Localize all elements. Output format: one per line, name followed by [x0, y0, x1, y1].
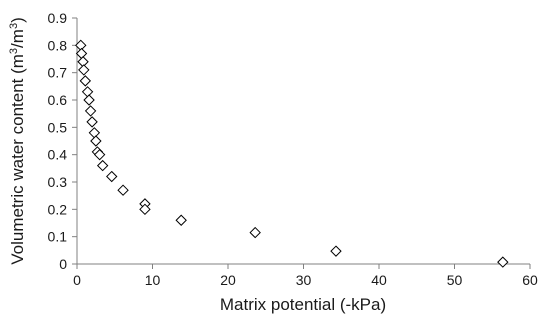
- y-tick-label: 0.5: [48, 119, 68, 135]
- data-point-diamond: [84, 105, 97, 117]
- y-tick-label: 0.7: [48, 65, 68, 81]
- x-axis-title: Matrix potential (-kPa): [220, 295, 386, 314]
- y-tick-label: 0.2: [48, 201, 68, 217]
- y-ticks: 0 0.1 0.2 0.3 0.4 0.5 0.6 0.7 0.8 0.9: [48, 10, 77, 272]
- x-ticks: 0 10 20 30 40 50 60: [73, 264, 538, 288]
- x-tick-label: 60: [522, 272, 538, 288]
- y-axis-title-main: Volumetric water content (m: [8, 54, 27, 265]
- data-point-diamond: [83, 94, 95, 106]
- data-point-diamond: [106, 170, 118, 183]
- data-point-diamond: [86, 116, 98, 128]
- data-point-diamond: [90, 135, 102, 147]
- data-point-diamond: [88, 127, 101, 139]
- data-point-diamond: [139, 203, 151, 216]
- data-point-diamond: [249, 226, 261, 239]
- y-tick-label: 0.6: [48, 92, 68, 108]
- y-axis-title-sup-2: 3: [8, 23, 20, 29]
- data-point-diamond: [96, 159, 109, 172]
- x-tick-label: 10: [145, 272, 161, 288]
- x-tick-label: 0: [73, 272, 81, 288]
- data-point-diamond: [75, 47, 88, 60]
- y-tick-label: 0.3: [48, 174, 68, 190]
- x-tick-label: 40: [371, 272, 387, 288]
- data-point-diamond: [81, 86, 94, 98]
- data-point-diamond: [79, 75, 92, 87]
- y-tick-label: 0.9: [48, 10, 68, 26]
- y-tick-label: 0.4: [48, 147, 68, 163]
- y-axis-title-mid: /m: [8, 29, 27, 48]
- y-tick-label: 0.1: [48, 229, 68, 245]
- data-point-diamond: [93, 148, 106, 161]
- data-point-diamond: [175, 214, 187, 226]
- y-tick-label: 0.8: [48, 37, 68, 53]
- x-tick-label: 50: [447, 272, 463, 288]
- axes: [76, 18, 530, 265]
- y-axis-title-sup-1: 3: [8, 48, 20, 54]
- y-tick-label: 0: [59, 256, 67, 272]
- y-axis-title-end: ): [8, 17, 27, 23]
- data-point-diamond: [497, 256, 509, 268]
- data-point-diamond: [117, 184, 129, 196]
- data-point-diamond: [330, 245, 342, 257]
- x-tick-label: 20: [220, 272, 236, 288]
- x-tick-label: 30: [296, 272, 312, 288]
- data-points: [75, 39, 509, 268]
- y-axis-title: Volumetric water content (m3/m3): [8, 17, 27, 265]
- data-point-diamond: [78, 64, 90, 76]
